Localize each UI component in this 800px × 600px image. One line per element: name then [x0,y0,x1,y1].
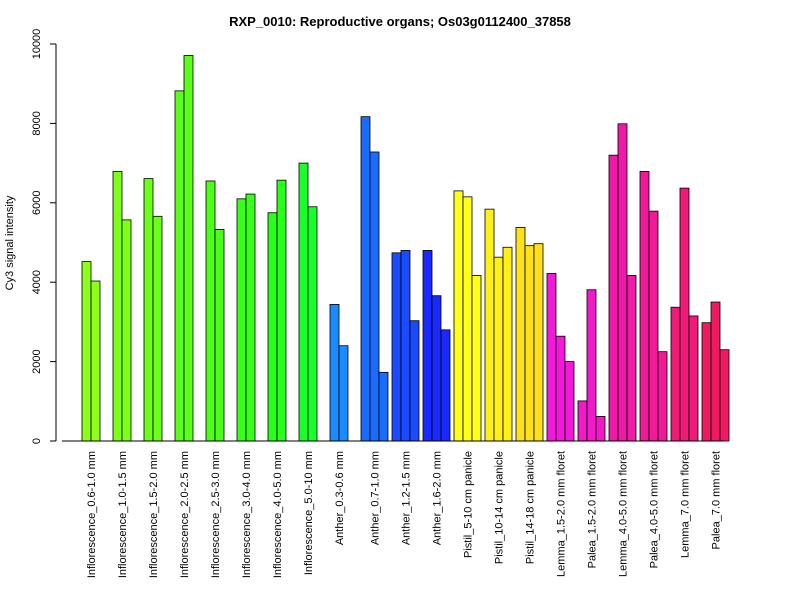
bar [298,162,309,442]
bar [564,361,575,442]
bar [81,261,92,442]
bar [121,219,132,442]
bar [639,171,650,442]
bar [484,208,495,442]
bar [515,227,526,442]
bar [701,322,712,442]
bar [143,178,154,442]
bar [205,180,216,442]
bar [555,335,566,442]
bar [174,90,185,442]
bar [648,210,659,442]
bar [657,351,668,442]
bar [431,295,442,442]
bar [422,250,433,442]
bar [236,198,247,442]
bar [391,252,402,442]
bar [378,371,389,442]
bar [679,187,690,442]
bar [688,315,699,442]
x-tick-label: Lemma_4.0-5.0 mm floret [618,451,630,577]
x-tick-label: Inflorescence_5.0-10 mm [303,451,315,575]
x-tick-label: Anther_1.2-1.5 mm [401,451,413,545]
x-tick-label: Inflorescence_0.6-1.0 mm [86,451,98,578]
x-tick-label: Pistil_10-14 cm panicle [494,451,506,564]
x-tick-label: Palea_1.5-2.0 mm floret [587,451,599,568]
bar [440,329,451,442]
bar [586,289,597,442]
y-axis: 0 2000 4000 6000 8000 10000 [31,29,57,444]
bar [453,190,464,442]
x-tick-label: Anther_0.7-1.0 mm [370,451,382,545]
bar [493,256,504,442]
bar [595,415,606,442]
x-tick-label: Pistil_14-18 cm panicle [525,451,537,564]
bar [267,212,278,442]
bars-layer [81,55,730,442]
bar [719,349,730,442]
bar [276,179,287,442]
x-tick-label: Inflorescence_1.0-1.5 mm [117,451,129,578]
bar [329,304,340,442]
x-tick-label: Anther_0.3-0.6 mm [334,451,346,545]
bar [152,215,163,442]
x-tick-label: Lemma_1.5-2.0 mm floret [556,451,568,577]
x-tick-label: Pistil_5-10 cm panicle [463,451,475,558]
bar [608,154,619,442]
bar [307,206,318,442]
bar [245,193,256,442]
x-tick-label: Lemma_7.0 mm floret [680,451,692,558]
y-axis-label: Cy3 signal intensity [4,195,16,290]
bar [214,228,225,442]
bar [577,400,588,442]
bar [90,280,101,442]
bar [670,306,681,442]
y-tick-label: 4000 [31,270,43,294]
y-tick-label: 10000 [31,29,43,60]
x-tick-label: Palea_4.0-5.0 mm floret [649,451,661,568]
x-tick-label: Anther_1.6-2.0 mm [432,451,444,545]
x-tick-label: Inflorescence_2.5-3.0 mm [210,451,222,578]
y-tick-label: 0 [31,438,43,444]
bar [710,301,721,442]
x-tick-label: Inflorescence_4.0-5.0 mm [272,451,284,578]
x-tick-label: Palea_7.0 mm floret [711,451,723,549]
y-tick-label: 8000 [31,111,43,135]
y-tick-label: 6000 [31,191,43,215]
bar [502,246,513,442]
bar [369,151,380,442]
x-tick-label: Inflorescence_2.0-2.5 mm [179,451,191,578]
bar [533,243,544,442]
bar [462,196,473,442]
bar [183,55,194,442]
bar [471,275,482,442]
bar [546,273,557,442]
bar [626,275,637,442]
bar [112,171,123,442]
bar [400,250,411,442]
bar [360,116,371,442]
bar [338,345,349,442]
x-tick-label: Inflorescence_3.0-4.0 mm [241,451,253,578]
chart-title: RXP_0010: Reproductive organs; Os03g0112… [229,14,571,29]
bar [617,123,628,442]
x-tick-label: Inflorescence_1.5-2.0 mm [148,451,160,578]
y-tick-label: 2000 [31,349,43,373]
x-tick-labels: Inflorescence_0.6-1.0 mm Inflorescence_1.… [86,451,723,578]
bar [524,245,535,442]
bar [409,320,420,442]
